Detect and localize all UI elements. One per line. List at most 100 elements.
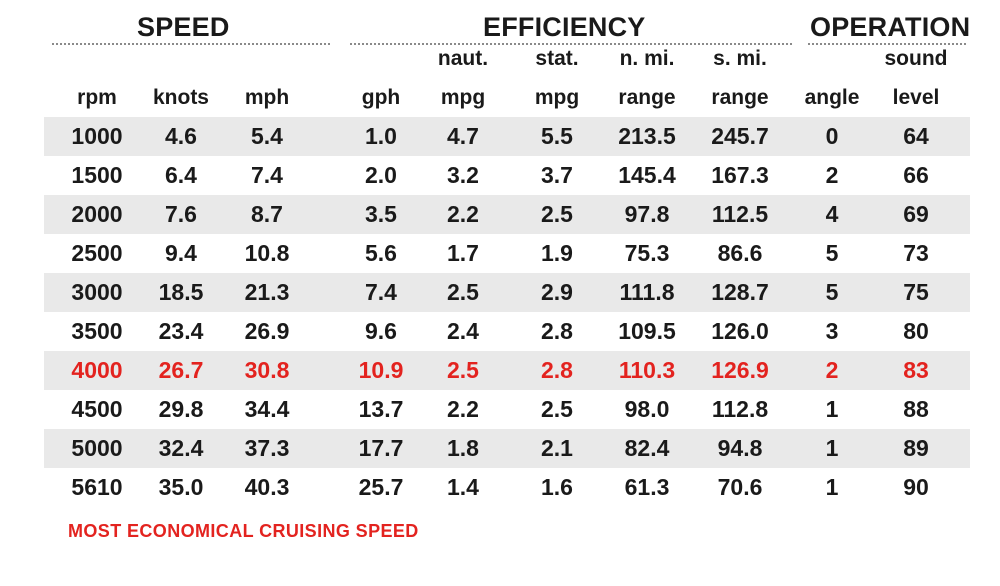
table-cell: 2.5 <box>541 201 573 227</box>
column-header-line1: naut. <box>437 47 489 70</box>
table-cell: 4000 <box>71 357 123 383</box>
table-cell: 213.5 <box>618 123 676 149</box>
column-header-line2: angle <box>804 86 860 109</box>
table-cell: 69 <box>903 201 929 227</box>
column-header-line1: stat. <box>535 47 579 70</box>
table-cell: 10.9 <box>358 357 404 383</box>
table-cell: 4.7 <box>447 123 479 149</box>
table-cell: 17.7 <box>358 435 404 461</box>
table-cell: 3000 <box>71 279 123 305</box>
column-header: angle <box>792 46 872 110</box>
column-header: mph <box>227 46 307 110</box>
table-cell: 9.6 <box>365 318 397 344</box>
table-cell: 2 <box>825 162 839 188</box>
table-cell: 3500 <box>71 318 123 344</box>
table-cell: 2.2 <box>447 396 479 422</box>
table-cell: 7.4 <box>365 279 397 305</box>
group-rule-operation <box>808 43 966 45</box>
table-cell: 1000 <box>71 123 123 149</box>
table-cell: 1.7 <box>447 240 479 266</box>
table-row: 4000 26.7 30.8 10.9 2.5 2.8 110.3 126.9 2 83 <box>44 351 970 390</box>
table-cell: 2000 <box>71 201 123 227</box>
table-cell: 145.4 <box>618 162 676 188</box>
table-cell: 34.4 <box>244 396 290 422</box>
table-cell: 66 <box>903 162 929 188</box>
table-cell: 7.6 <box>165 201 197 227</box>
table-cell: 1 <box>825 435 839 461</box>
table-cell: 4.6 <box>165 123 197 149</box>
table-cell: 26.9 <box>244 318 290 344</box>
column-header: stat. mpg <box>517 46 597 110</box>
table-cell: 5 <box>825 279 839 305</box>
table-cell: 1.0 <box>365 123 397 149</box>
column-header-line2: range <box>711 86 769 109</box>
table-cell: 3.5 <box>365 201 397 227</box>
table-cell: 126.9 <box>711 357 769 383</box>
table-cell: 1 <box>825 474 839 500</box>
table-cell: 2.4 <box>447 318 479 344</box>
table-cell: 111.8 <box>619 279 675 305</box>
group-title-efficiency: EFFICIENCY <box>483 12 646 42</box>
table-cell: 73 <box>903 240 929 266</box>
table-cell: 1500 <box>71 162 123 188</box>
table-cell: 126.0 <box>711 318 769 344</box>
table-row: 2500 9.4 10.8 5.6 1.7 1.9 75.3 86.6 5 73 <box>44 234 970 273</box>
column-header-line1 <box>227 46 307 71</box>
table-cell: 88 <box>903 396 929 422</box>
table-cell: 5610 <box>71 474 123 500</box>
table-cell: 5.4 <box>251 123 283 149</box>
table-cell: 245.7 <box>711 123 769 149</box>
table-cell: 18.5 <box>158 279 204 305</box>
column-header-line1: s. mi. <box>713 47 767 70</box>
table-row: 2000 7.6 8.7 3.5 2.2 2.5 97.8 112.5 4 69 <box>44 195 970 234</box>
table-cell: 13.7 <box>358 396 404 422</box>
column-header: s. mi. range <box>700 46 780 110</box>
column-header-line2: rpm <box>77 86 117 109</box>
column-header: naut. mpg <box>423 46 503 110</box>
table-cell: 167.3 <box>711 162 769 188</box>
table-cell: 3.7 <box>541 162 573 188</box>
table-cell: 80 <box>903 318 929 344</box>
table-cell: 1.9 <box>541 240 573 266</box>
column-header-line2: mph <box>244 86 290 109</box>
table-cell: 3.2 <box>447 162 479 188</box>
table-cell: 2.1 <box>541 435 573 461</box>
group-title-speed: SPEED <box>137 12 230 42</box>
table-cell: 3 <box>825 318 839 344</box>
table-cell: 0 <box>825 123 839 149</box>
table-cell: 2.5 <box>447 279 479 305</box>
table-cell: 61.3 <box>624 474 670 500</box>
table-cell: 1 <box>825 396 839 422</box>
group-rule-efficiency <box>350 43 792 45</box>
table-cell: 89 <box>903 435 929 461</box>
table-cell: 29.8 <box>158 396 204 422</box>
table-cell: 5.6 <box>365 240 397 266</box>
table-cell: 4 <box>825 201 839 227</box>
group-title-operation: OPERATION <box>810 12 971 42</box>
table-cell: 10.8 <box>244 240 290 266</box>
table-cell: 1.4 <box>447 474 479 500</box>
table-cell: 40.3 <box>244 474 290 500</box>
table-cell: 86.6 <box>717 240 763 266</box>
table-cell: 30.8 <box>244 357 290 383</box>
table-cell: 110.3 <box>618 357 676 383</box>
table-cell: 7.4 <box>251 162 283 188</box>
column-header-line1 <box>141 46 221 71</box>
table-cell: 8.7 <box>251 201 283 227</box>
table-cell: 2500 <box>71 240 123 266</box>
table-cell: 94.8 <box>717 435 763 461</box>
table-cell: 75 <box>903 279 929 305</box>
table-cell: 75.3 <box>624 240 670 266</box>
table-row: 5610 35.0 40.3 25.7 1.4 1.6 61.3 70.6 1 90 <box>44 468 970 507</box>
column-header: sound level <box>876 46 956 110</box>
column-header-line1: sound <box>884 47 948 70</box>
group-rule-speed <box>52 43 330 45</box>
table-cell: 109.5 <box>618 318 676 344</box>
column-header: knots <box>141 46 221 110</box>
table-row: 1000 4.6 5.4 1.0 4.7 5.5 213.5 245.7 0 64 <box>44 117 970 156</box>
table-cell: 32.4 <box>158 435 204 461</box>
column-header: n. mi. range <box>607 46 687 110</box>
table-cell: 112.5 <box>711 201 769 227</box>
table-cell: 5 <box>825 240 839 266</box>
column-header-line1 <box>341 46 421 71</box>
